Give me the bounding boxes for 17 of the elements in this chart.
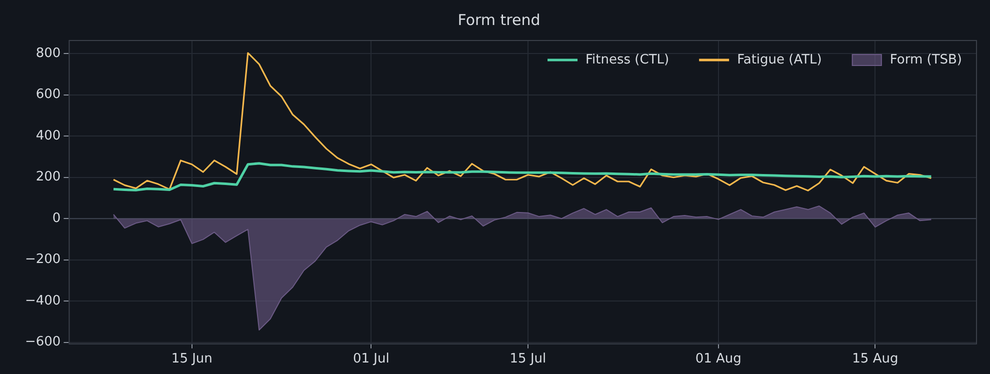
chart-title: Form trend	[458, 10, 540, 29]
y-tick-label: 800	[36, 46, 61, 61]
y-tick-label: −200	[24, 252, 61, 268]
x-tick-label: 15 Jul	[510, 352, 546, 367]
y-tick-label: 0	[52, 210, 61, 226]
legend-label: Fatigue (ATL)	[737, 52, 822, 68]
y-tick-label: −400	[24, 293, 61, 308]
y-tick-label: 400	[36, 128, 61, 144]
legend-label: Form (TSB)	[890, 52, 962, 68]
legend-label: Fitness (CTL)	[586, 52, 670, 68]
y-tick-label: 200	[36, 170, 61, 185]
y-tick-label: −600	[24, 334, 61, 350]
y-tick-label: 600	[36, 87, 61, 102]
x-tick-label: 01 Jul	[352, 352, 390, 367]
x-tick-label: 15 Aug	[852, 352, 898, 367]
x-tick-label: 01 Aug	[695, 352, 742, 367]
x-tick-label: 15 Jun	[171, 352, 212, 367]
